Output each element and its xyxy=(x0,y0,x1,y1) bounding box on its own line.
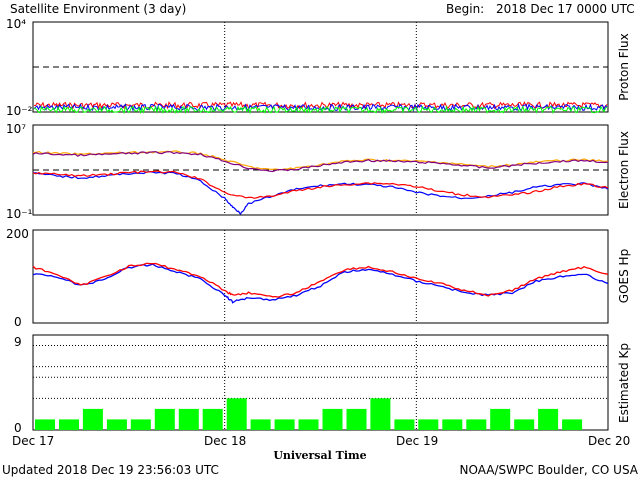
kp-bar xyxy=(274,419,295,430)
kp-bar xyxy=(466,419,487,430)
kp-bar xyxy=(106,419,127,430)
kp-bar xyxy=(418,419,439,430)
proton-ylabel: Proton Flux xyxy=(617,33,631,100)
kp-bar xyxy=(394,419,415,430)
proton-flux-series-2 xyxy=(33,105,608,115)
chart-marks xyxy=(32,22,609,430)
proton-panel-frame xyxy=(32,21,609,113)
kp-bar xyxy=(442,419,463,430)
proton-ytick-top: 10⁴ xyxy=(6,17,26,31)
xtick-label: Dec 18 xyxy=(204,434,246,448)
kp-bar xyxy=(202,408,223,430)
xtick-label: Dec 17 xyxy=(12,434,54,448)
kp-bar xyxy=(562,419,583,430)
electron-panel-frame xyxy=(32,124,609,216)
kp-bar xyxy=(538,408,559,430)
hp-series-0 xyxy=(32,263,609,304)
kp-panel-frame xyxy=(32,334,609,431)
begin-label: Begin: xyxy=(446,2,484,16)
electron-ytick-bottom: 10⁻¹ xyxy=(6,207,33,221)
hp-series-1 xyxy=(32,262,609,298)
kp-bar xyxy=(35,419,55,430)
kp-bar xyxy=(178,408,199,430)
proton-ytick-bottom: 10⁻² xyxy=(6,104,33,118)
x-axis-label: Universal Time xyxy=(273,449,366,462)
electron-ytick-top: 10⁷ xyxy=(6,122,26,136)
xtick-label: Dec 20 xyxy=(588,434,630,448)
kp-bar xyxy=(250,419,271,430)
kp-ytick-top: 9 xyxy=(14,335,22,349)
kp-bar xyxy=(322,408,343,430)
kp-bar xyxy=(298,419,319,430)
hp-ytick-bottom: 0 xyxy=(14,315,22,329)
kp-bar xyxy=(154,408,175,430)
hp-ytick-top: 200 xyxy=(6,227,29,241)
kp-bar xyxy=(59,419,79,430)
hp-ylabel: GOES Hp xyxy=(617,249,631,303)
kp-bar xyxy=(370,398,391,430)
electron-flux-series-1 xyxy=(32,151,609,173)
kp-ytick-bottom: 0 xyxy=(14,421,22,435)
kp-ylabel: Estimated Kp xyxy=(617,343,631,423)
kp-bar xyxy=(346,408,367,430)
begin-value: 2018 Dec 17 0000 UTC xyxy=(496,2,635,16)
proton-flux-series-1 xyxy=(33,102,608,113)
proton-flux-series-0 xyxy=(33,101,608,110)
kp-bar xyxy=(514,419,535,430)
kp-bar xyxy=(82,408,103,430)
updated-timestamp: Updated 2018 Dec 19 23:56:03 UTC xyxy=(2,463,219,477)
electron-ylabel: Electron Flux xyxy=(617,131,631,209)
chart-title: Satellite Environment (3 day) xyxy=(10,2,186,16)
xtick-label: Dec 19 xyxy=(396,434,438,448)
credit: NOAA/SWPC Boulder, CO USA xyxy=(460,463,639,477)
kp-bar xyxy=(490,408,511,430)
electron-flux-series-3 xyxy=(32,170,609,199)
hp-panel-frame xyxy=(32,229,609,324)
kp-bar xyxy=(130,419,151,430)
kp-bar xyxy=(226,398,247,430)
